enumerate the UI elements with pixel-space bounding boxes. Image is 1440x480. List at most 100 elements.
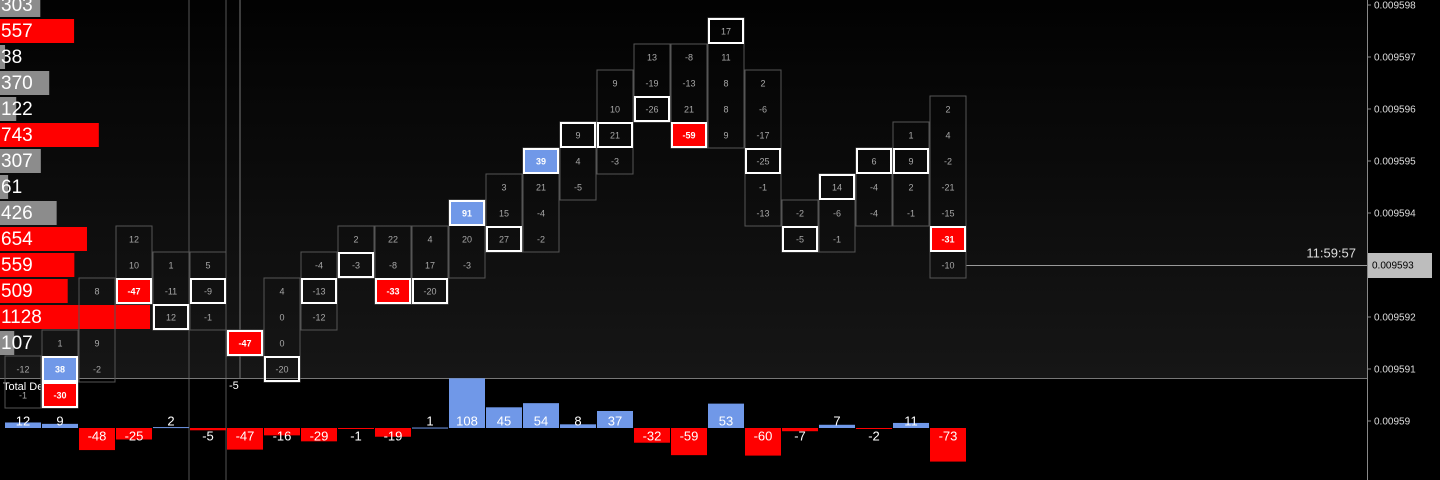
price-label: 0.009597 — [1374, 53, 1416, 64]
profile-bar — [0, 253, 75, 277]
cell-value: 1 — [57, 338, 62, 348]
cell-value: -2 — [944, 156, 952, 166]
delta-label: -1 — [350, 428, 362, 443]
delta-bar — [634, 428, 670, 443]
cell-value: -30 — [53, 390, 66, 400]
cell-value: 12 — [166, 312, 176, 322]
profile-bar — [0, 201, 57, 225]
price-label: 0.009595 — [1374, 157, 1416, 168]
price-label: 0.009593 — [1372, 261, 1414, 272]
cell-value: 2 — [353, 234, 358, 244]
profile-label: 509 — [1, 281, 33, 302]
cell-value: 1 — [168, 260, 173, 270]
delta-label: -60 — [754, 428, 773, 443]
cell-value: 21 — [610, 130, 620, 140]
cell-value: 21 — [684, 104, 694, 114]
cell-highlight — [42, 382, 78, 408]
profile-bar — [0, 0, 41, 17]
cell-value: -9 — [204, 286, 212, 296]
profile-bar — [0, 19, 75, 43]
cell-highlight — [301, 278, 337, 304]
cell-value: -47 — [238, 338, 251, 348]
cell-value: 9 — [94, 338, 99, 348]
cell-value: -4 — [870, 182, 878, 192]
current-price-box — [1368, 253, 1432, 278]
cell-value: -5 — [796, 234, 804, 244]
price-label: 0.009591 — [1374, 365, 1416, 376]
cell-value: -1 — [204, 312, 212, 322]
delta-bar — [856, 428, 892, 429]
delta-bar — [819, 424, 855, 428]
cell-value: 17 — [425, 260, 435, 270]
delta-label: 12 — [16, 413, 30, 428]
cell-value: -20 — [275, 364, 288, 374]
cell-value: 15 — [499, 208, 509, 218]
cell-value: 9 — [612, 78, 617, 88]
delta-bar — [560, 424, 596, 428]
delta-bar — [42, 423, 78, 428]
cell-highlight — [116, 278, 152, 304]
cell-highlight — [634, 96, 670, 122]
cell-highlight — [782, 226, 818, 252]
profile-bar — [0, 279, 68, 303]
cell-value: -1 — [907, 208, 915, 218]
cell-value: 14 — [832, 182, 842, 192]
cell-value: -6 — [759, 104, 767, 114]
delta-label: 37 — [608, 413, 622, 428]
cell-value: -5 — [574, 182, 582, 192]
cell-value: -13 — [756, 208, 769, 218]
delta-label: -32 — [643, 428, 662, 443]
profile-bar — [0, 71, 50, 95]
cell-highlight — [42, 356, 78, 382]
cell-value: 91 — [462, 208, 472, 218]
cell-value: 17 — [721, 26, 731, 36]
cell-highlight — [338, 252, 374, 278]
profile-label: 307 — [1, 151, 33, 172]
cell-value: -19 — [645, 78, 658, 88]
cell-value: -47 — [127, 286, 140, 296]
cell-value: -59 — [682, 130, 695, 140]
profile-label: 122 — [1, 99, 33, 120]
profile-label: 370 — [1, 73, 33, 94]
cell-value: -26 — [645, 104, 658, 114]
cell-value: -3 — [463, 260, 471, 270]
profile-label: 559 — [1, 255, 33, 276]
delta-bar — [301, 428, 337, 442]
cell-highlight — [708, 18, 744, 44]
cell-value: -2 — [796, 208, 804, 218]
cell-value: -31 — [941, 234, 954, 244]
cell-highlight — [227, 330, 263, 356]
delta-bar — [375, 428, 411, 437]
cell-value: -10 — [941, 260, 954, 270]
delta-bar — [708, 403, 744, 428]
delta-bar — [5, 422, 41, 428]
cell-value: -2 — [537, 234, 545, 244]
cell-value: 9 — [723, 130, 728, 140]
cell-highlight — [412, 278, 448, 304]
cell-value: -4 — [870, 208, 878, 218]
profile-label: 426 — [1, 203, 33, 224]
cell-value: 9 — [575, 130, 580, 140]
profile-bar — [0, 331, 15, 355]
delta-label: -19 — [384, 428, 403, 443]
delta-label: 1 — [426, 413, 433, 428]
cell-value: 0 — [279, 312, 284, 322]
time-label: 11:59:57 — [1306, 245, 1356, 260]
delta-bar — [597, 410, 633, 428]
cell-value: -21 — [941, 182, 954, 192]
price-label: 0.009594 — [1374, 209, 1416, 220]
cell-value: -13 — [682, 78, 695, 88]
delta-label: 45 — [497, 413, 511, 428]
cell-highlight — [153, 304, 189, 330]
cell-value: -4 — [315, 260, 323, 270]
cell-highlight — [930, 226, 966, 252]
cell-highlight — [893, 148, 929, 174]
cell-highlight — [375, 278, 411, 304]
cell-value: -13 — [312, 286, 325, 296]
delta-bar — [116, 428, 152, 440]
cell-value: -6 — [833, 208, 841, 218]
price-label: 0.009598 — [1374, 1, 1416, 12]
delta-label: 9 — [56, 413, 63, 428]
cell-value: 38 — [55, 364, 65, 374]
profile-bar — [0, 227, 87, 251]
